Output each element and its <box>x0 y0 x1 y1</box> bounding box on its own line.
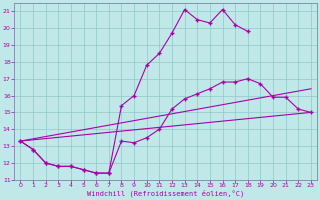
X-axis label: Windchill (Refroidissement éolien,°C): Windchill (Refroidissement éolien,°C) <box>87 190 244 197</box>
